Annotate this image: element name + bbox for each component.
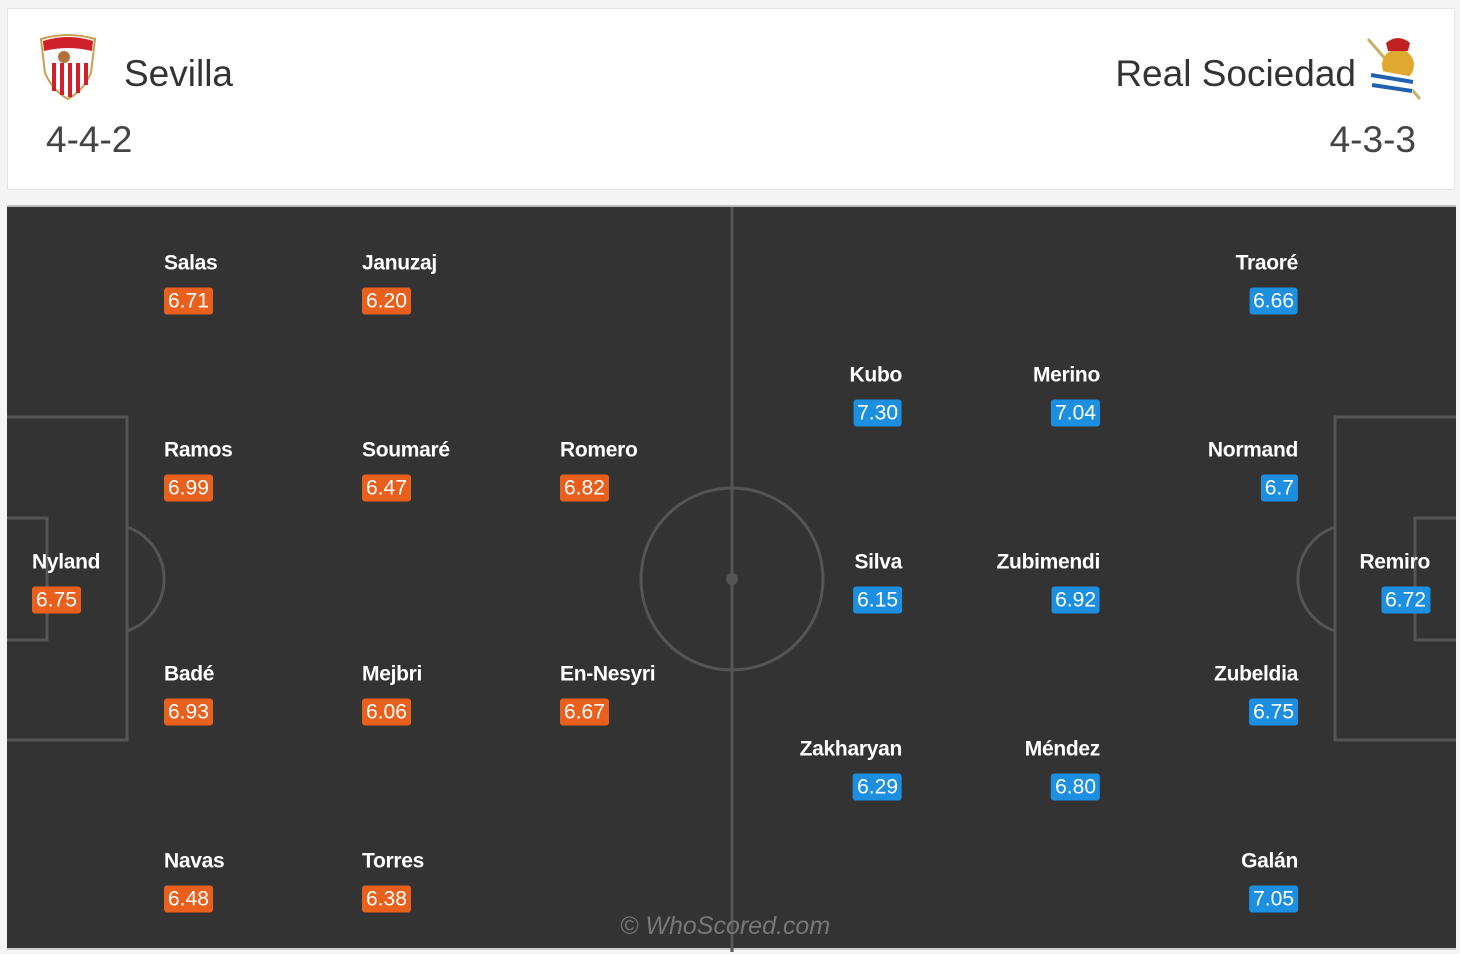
player-name: Normand — [1207, 438, 1298, 462]
player-name: Zubeldia — [1214, 662, 1298, 686]
player-rating-badge: 6.15 — [853, 586, 902, 614]
player-rating-badge: 6.72 — [1381, 586, 1430, 614]
away-player[interactable]: Kubo 7.30 — [850, 364, 902, 427]
away-player[interactable]: Remiro 6.72 — [1359, 551, 1430, 614]
home-player[interactable]: Badé 6.93 — [164, 663, 214, 726]
player-rating-badge: 6.47 — [362, 474, 411, 502]
home-formation: 4-4-2 — [46, 119, 133, 160]
player-rating-badge: 6.75 — [1249, 698, 1298, 726]
player-name: Kubo — [849, 363, 903, 387]
player-rating-badge: 6.75 — [32, 586, 81, 614]
player-rating-badge: 6.92 — [1051, 586, 1100, 614]
player-name: Romero — [560, 438, 638, 462]
home-player[interactable]: Soumaré 6.47 — [362, 439, 450, 502]
home-player[interactable]: Romero 6.82 — [560, 439, 638, 502]
player-name: Remiro — [1359, 550, 1430, 574]
home-player[interactable]: En-Nesyri 6.67 — [560, 662, 656, 726]
real-sociedad-crest-icon — [1366, 38, 1422, 100]
player-name: Badé — [164, 662, 215, 686]
player-name: Ramos — [164, 438, 233, 462]
player-name: Merino — [1032, 363, 1100, 387]
player-rating-badge: 6.80 — [1051, 773, 1100, 801]
player-name: Mejbri — [362, 662, 423, 686]
player-name: Silva — [854, 550, 902, 574]
home-player[interactable]: Nyland 6.75 — [32, 550, 101, 614]
match-header: Sevilla 4-4-2 Real Sociedad 4-3-3 — [7, 8, 1455, 190]
player-rating-badge: 6.29 — [853, 773, 902, 801]
player-rating-badge: 6.82 — [560, 474, 609, 502]
home-player[interactable]: Salas 6.71 — [164, 251, 218, 315]
player-name: Galán — [1241, 849, 1298, 873]
away-player[interactable]: Merino 7.04 — [1033, 364, 1100, 427]
away-player[interactable]: Zakharyan 6.29 — [800, 738, 902, 801]
player-name: Méndez — [1024, 737, 1101, 761]
away-player[interactable]: Zubimendi 6.92 — [997, 551, 1100, 614]
home-team-name[interactable]: Sevilla — [124, 53, 233, 94]
player-rating-badge: 6.38 — [362, 885, 411, 913]
player-rating-badge: 7.05 — [1249, 885, 1298, 913]
player-rating-badge: 6.66 — [1249, 287, 1298, 315]
player-rating-badge: 6.71 — [164, 287, 213, 315]
away-player[interactable]: Traoré 6.66 — [1236, 252, 1298, 315]
player-rating-badge: 6.48 — [164, 885, 213, 913]
watermark: © WhoScored.com — [620, 912, 831, 940]
away-player[interactable]: Zubeldia 6.75 — [1214, 663, 1298, 726]
player-name: Januzaj — [362, 251, 437, 275]
home-player[interactable]: Ramos 6.99 — [164, 439, 233, 502]
player-name: Soumaré — [362, 438, 450, 462]
player-rating-badge: 6.06 — [362, 698, 411, 726]
player-name: Nyland — [32, 550, 101, 574]
player-rating-badge: 7.30 — [853, 399, 902, 427]
pitch-markings — [7, 207, 1456, 952]
player-rating-badge: 6.99 — [164, 474, 213, 502]
player-name: Traoré — [1235, 251, 1299, 275]
sevilla-crest-icon — [39, 34, 97, 101]
home-player[interactable]: Januzaj 6.20 — [362, 252, 437, 315]
home-player[interactable]: Navas 6.48 — [164, 849, 225, 913]
player-name: En-Nesyri — [560, 662, 656, 686]
home-player[interactable]: Torres 6.38 — [362, 850, 424, 913]
away-player[interactable]: Méndez 6.80 — [1025, 738, 1100, 801]
pitch — [7, 205, 1456, 952]
home-player[interactable]: Mejbri 6.06 — [362, 663, 422, 726]
away-player[interactable]: Galán 7.05 — [1241, 850, 1298, 913]
away-player[interactable]: Silva 6.15 — [853, 551, 902, 614]
player-rating-badge: 6.20 — [362, 287, 411, 315]
player-name: Zakharyan — [799, 737, 903, 761]
player-name: Torres — [362, 849, 424, 873]
away-formation: 4-3-3 — [1329, 119, 1416, 160]
away-player[interactable]: Normand 6.7 — [1208, 439, 1298, 502]
player-rating-badge: 7.04 — [1051, 399, 1100, 427]
player-name: Zubimendi — [996, 550, 1101, 574]
player-name: Salas — [164, 251, 218, 275]
player-rating-badge: 6.67 — [560, 698, 609, 726]
player-rating-badge: 6.7 — [1260, 474, 1298, 502]
away-team-name[interactable]: Real Sociedad — [1115, 53, 1356, 94]
player-rating-badge: 6.93 — [164, 698, 213, 726]
player-name: Navas — [164, 849, 225, 873]
